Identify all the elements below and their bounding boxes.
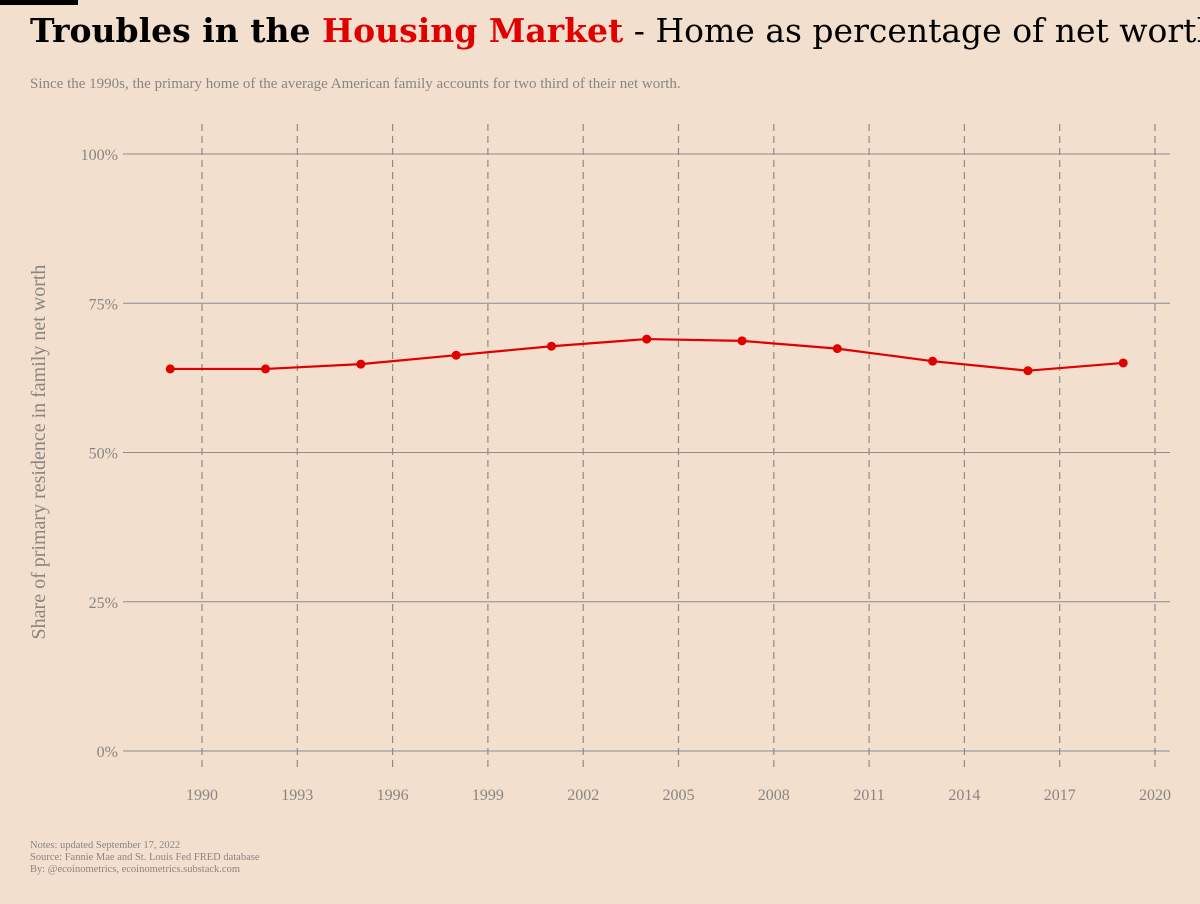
y-axis-title: Share of primary residence in family net… — [28, 265, 50, 640]
notes-updated: Notes: updated September 17, 2022 — [30, 840, 181, 851]
y-tick-label: 0% — [97, 744, 118, 761]
x-tick-label: 2014 — [948, 787, 980, 804]
data-point — [356, 359, 366, 369]
x-tick-label: 1996 — [377, 787, 409, 804]
y-tick-label: 100% — [81, 147, 118, 164]
y-tick-labels: 0% 25% 50% 75% 100% — [81, 147, 118, 761]
x-tick-label: 2005 — [663, 787, 695, 804]
data-point — [737, 336, 747, 346]
x-tick-label: 2011 — [853, 787, 884, 804]
title-highlight: Housing Market — [321, 11, 624, 50]
chart-subtitle: Since the 1990s, the primary home of the… — [30, 76, 681, 92]
data-point — [1118, 358, 1128, 368]
x-tick-labels: 1990 1993 1996 1999 2002 2005 2008 2011 2014 2017… — [186, 787, 1171, 804]
data-point — [642, 334, 652, 344]
x-tick-label: 2017 — [1044, 787, 1076, 804]
notes-author: By: @ecoinometrics, ecoinometrics.substa… — [30, 864, 240, 875]
y-tick-label: 25% — [89, 595, 118, 612]
footer-notes: Notes: updated September 17, 2022 Source… — [30, 840, 260, 876]
x-tick-label: 2008 — [758, 787, 790, 804]
series-group — [165, 334, 1128, 376]
x-tick-label: 1990 — [186, 787, 218, 804]
y-gridlines — [123, 153, 1170, 752]
title-part2: - Home as percentage of net worth — [623, 11, 1200, 50]
x-tick-label: 2020 — [1139, 787, 1171, 804]
x-tick-label: 1993 — [281, 787, 313, 804]
series-line — [170, 337, 1124, 372]
y-tick-label: 75% — [89, 296, 118, 313]
top-accent-bar — [0, 0, 78, 5]
data-point — [451, 350, 461, 360]
notes-source: Source: Fannie Mae and St. Louis Fed FRE… — [30, 852, 260, 863]
data-point — [546, 341, 556, 351]
data-point — [1023, 366, 1033, 376]
x-tick-label: 1999 — [472, 787, 504, 804]
chart-title: Troubles in the Housing Market - Home as… — [30, 8, 1200, 54]
title-part1: Troubles in the — [30, 11, 322, 50]
y-tick-label: 50% — [89, 446, 118, 463]
data-point — [165, 364, 175, 374]
data-point — [928, 356, 938, 366]
data-point — [261, 364, 271, 374]
x-tick-label: 2002 — [567, 787, 599, 804]
x-gridlines — [201, 124, 1156, 768]
data-point — [832, 344, 842, 354]
